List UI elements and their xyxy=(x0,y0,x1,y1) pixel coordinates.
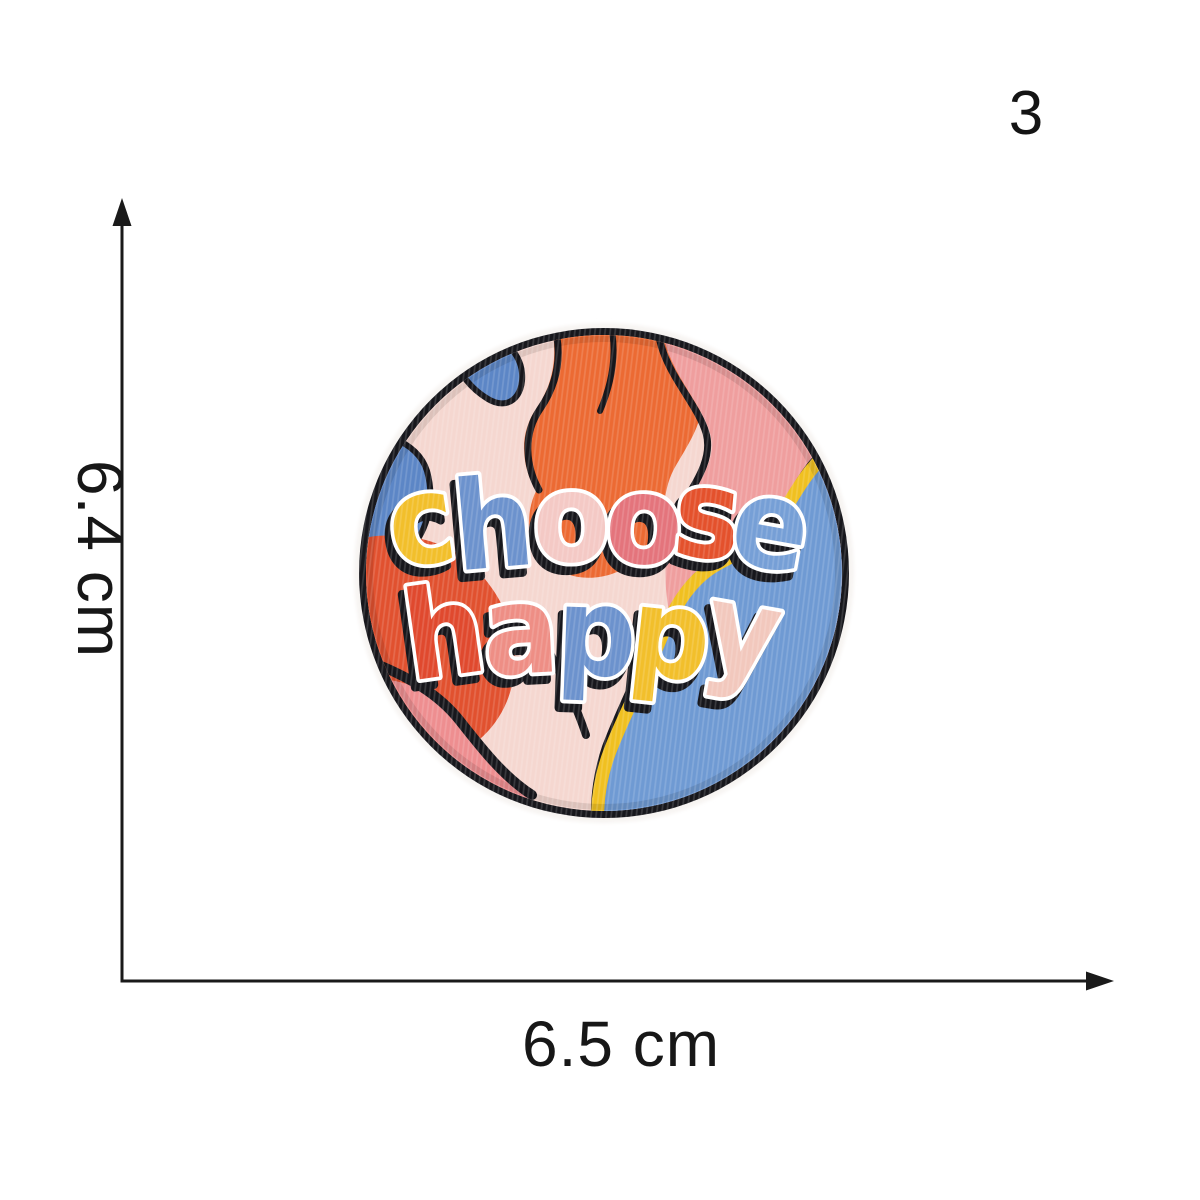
patch: c h o o s e h a p p y c h o o s e xyxy=(354,323,854,823)
width-arrowhead-right xyxy=(1086,971,1114,991)
index-number: 3 xyxy=(1009,79,1043,148)
patch-stitch-texture xyxy=(359,328,849,818)
height-arrowhead-up xyxy=(112,198,132,226)
dimension-annotations: 6.4 cm 6.5 cm xyxy=(64,198,1114,1080)
width-dimension-label: 6.5 cm xyxy=(522,1008,720,1080)
height-dimension-label: 6.4 cm xyxy=(64,460,136,658)
